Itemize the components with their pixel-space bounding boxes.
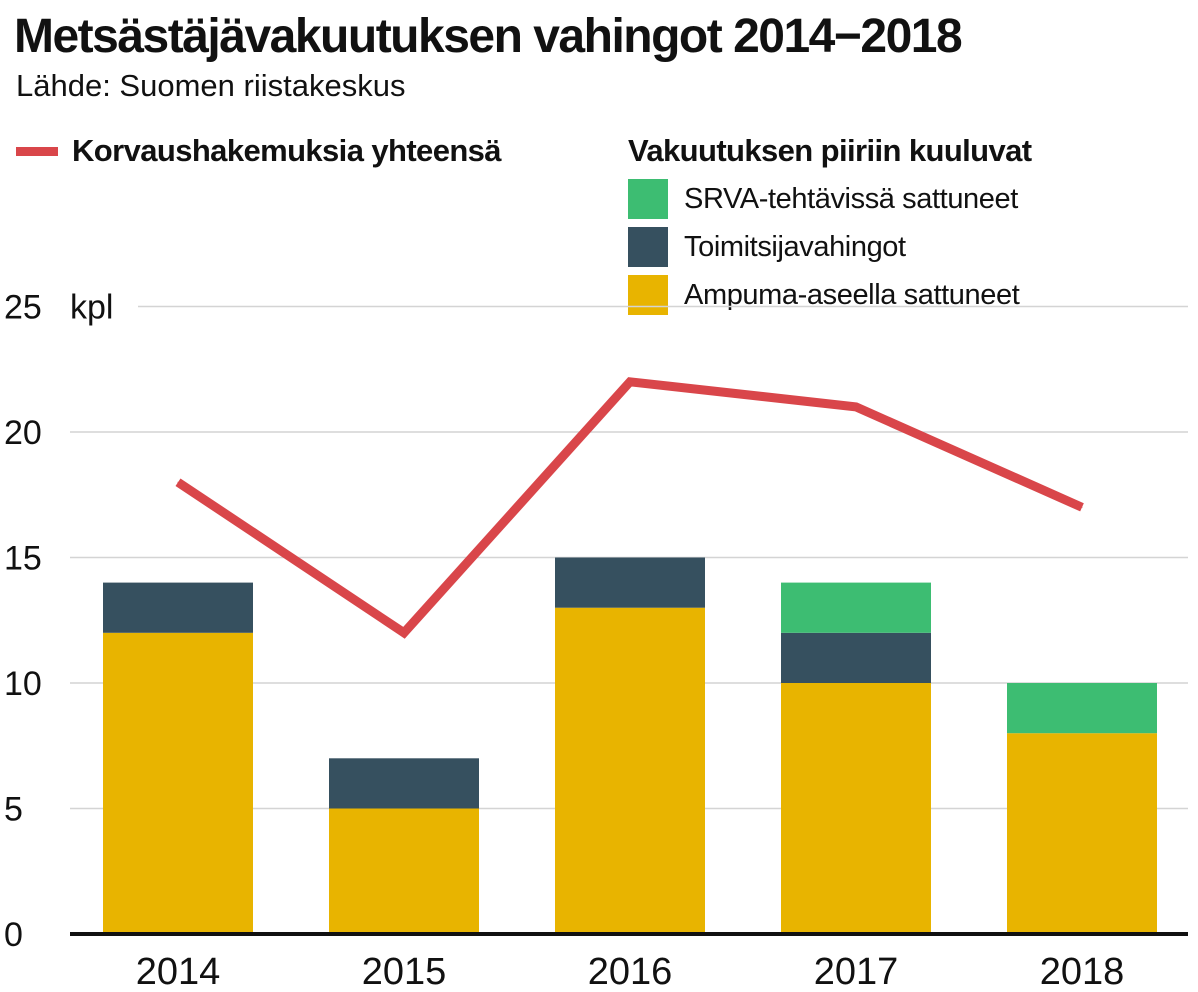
y-tick-label: 5 xyxy=(4,791,23,829)
bar-segment xyxy=(329,808,479,934)
bar-segment xyxy=(555,607,705,934)
x-tick-label: 2015 xyxy=(362,951,447,992)
bar-segment xyxy=(781,632,931,683)
y-tick-label: 15 xyxy=(4,540,42,578)
legend-label-srva: SRVA-tehtävissä sattuneet xyxy=(684,182,1018,215)
line-layer xyxy=(175,377,1084,639)
bar-segment xyxy=(555,557,705,608)
bars-layer xyxy=(103,557,1157,934)
line-point xyxy=(855,406,857,408)
x-tick-label: 2016 xyxy=(588,951,673,992)
legend-label-toimitsija: Toimitsijavahingot xyxy=(684,230,906,263)
legend-label-ampuma: Ampuma-aseella sattuneet xyxy=(684,278,1020,311)
chart-subtitle: Lähde: Suomen riistakeskus xyxy=(16,68,406,103)
legend-item-srva: SRVA-tehtävissä sattuneet xyxy=(628,179,1032,219)
legend-item-toimitsija: Toimitsijavahingot xyxy=(628,227,1032,267)
line-legend-swatch xyxy=(16,146,58,156)
y-tick-label: 0 xyxy=(4,916,23,954)
x-tick-label: 2017 xyxy=(814,951,899,992)
legend-swatch-ampuma xyxy=(628,275,668,315)
y-unit-label: kpl xyxy=(70,289,113,327)
legend-swatch-toimitsija xyxy=(628,227,668,267)
bar-segment xyxy=(103,582,253,633)
line-point xyxy=(629,381,631,383)
bar-segment xyxy=(781,683,931,934)
bar-segment xyxy=(103,632,253,934)
bar-segment xyxy=(781,582,931,633)
chart-title: Metsästäjävakuutuksen vahingot 2014−2018 xyxy=(14,10,963,63)
legend-swatch-srva xyxy=(628,179,668,219)
bar-segment xyxy=(329,758,479,809)
axis-layer: 0 5 10 15 20 25 kpl 2014 2015 2016 2017 2018 xyxy=(4,289,1188,992)
line-legend-label: Korvaushakemuksia yhteensä xyxy=(72,133,502,168)
legend-title: Vakuutuksen piiriin kuuluvat xyxy=(628,133,1032,168)
y-tick-label: 20 xyxy=(4,414,42,452)
y-tick-label: 25 xyxy=(4,289,42,327)
bar-segment xyxy=(1007,683,1157,734)
y-tick-label: 10 xyxy=(4,665,42,703)
x-tick-label: 2014 xyxy=(136,951,221,992)
line-point xyxy=(177,481,179,483)
legend-item-ampuma: Ampuma-aseella sattuneet xyxy=(628,275,1032,315)
bar-segment xyxy=(1007,733,1157,934)
line-point xyxy=(1081,506,1083,508)
x-tick-label: 2018 xyxy=(1040,951,1125,992)
line-legend: Korvaushakemuksia yhteensä xyxy=(16,131,502,171)
bar-legend: Vakuutuksen piiriin kuuluvat SRVA-tehtäv… xyxy=(628,131,1032,323)
line-point xyxy=(403,632,405,634)
